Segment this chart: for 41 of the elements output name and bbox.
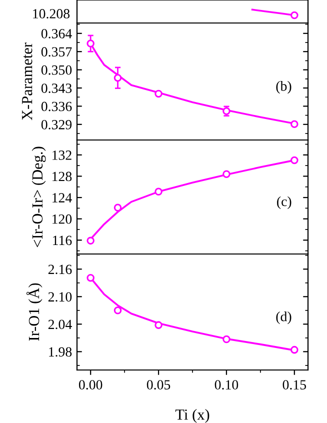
y-tick-label: 0.357 — [41, 47, 72, 57]
y-tick-label: 0.336 — [41, 102, 72, 112]
x-tick-label: 0.00 — [78, 380, 102, 390]
y-tick-label: 2.10 — [48, 292, 72, 302]
y-tick-label: 2.04 — [48, 320, 72, 330]
point — [114, 204, 122, 212]
point — [86, 40, 94, 48]
y-axis-title: X-Parameter — [22, 42, 32, 120]
annotation: (c) — [277, 196, 292, 209]
point — [114, 306, 122, 314]
point — [86, 274, 94, 282]
point — [290, 156, 298, 164]
y-tick-label: 128 — [52, 172, 72, 182]
y-tick-label: 116 — [53, 236, 72, 246]
y-tick-label: 0.364 — [41, 28, 72, 38]
y-tick-label: 1.98 — [49, 347, 72, 357]
annotation: (b) — [276, 81, 292, 94]
y-tick-label: 124 — [52, 193, 72, 202]
annotation: (d) — [276, 312, 292, 324]
y-tick-label: 120 — [52, 214, 72, 224]
point — [154, 321, 162, 329]
point — [154, 188, 162, 196]
point — [154, 90, 162, 98]
y-tick-label: 0.343 — [41, 84, 72, 94]
point — [290, 120, 298, 128]
y-tick-label: 0.329 — [41, 120, 72, 130]
point — [222, 335, 230, 344]
y-tick-label: 2.16 — [48, 264, 72, 274]
x-axis-title: Ti (x) — [175, 408, 210, 423]
y-axis-title: <Ir-O-Ir> (Deg.) — [32, 146, 46, 248]
text: 10.208 — [33, 9, 70, 18]
point — [114, 74, 122, 82]
x-tick-label: 0.15 — [282, 380, 306, 390]
x-tick-label: 0.05 — [146, 380, 170, 390]
point — [222, 170, 230, 178]
point — [290, 346, 298, 354]
y-axis-title: Ir-O1 (Å) — [26, 283, 42, 341]
y-tick-label: 132 — [52, 150, 72, 160]
y-tick-label: 0.350 — [41, 65, 72, 75]
point — [86, 236, 94, 245]
x-tick-label: 0.10 — [214, 380, 238, 390]
